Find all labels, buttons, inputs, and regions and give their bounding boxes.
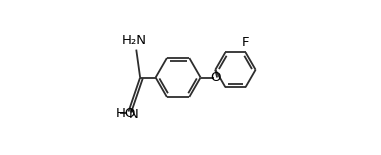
Text: HO: HO	[116, 107, 136, 120]
Text: H₂N: H₂N	[122, 33, 146, 46]
Text: O: O	[210, 71, 221, 84]
Text: F: F	[242, 36, 249, 49]
Text: N: N	[129, 108, 139, 121]
